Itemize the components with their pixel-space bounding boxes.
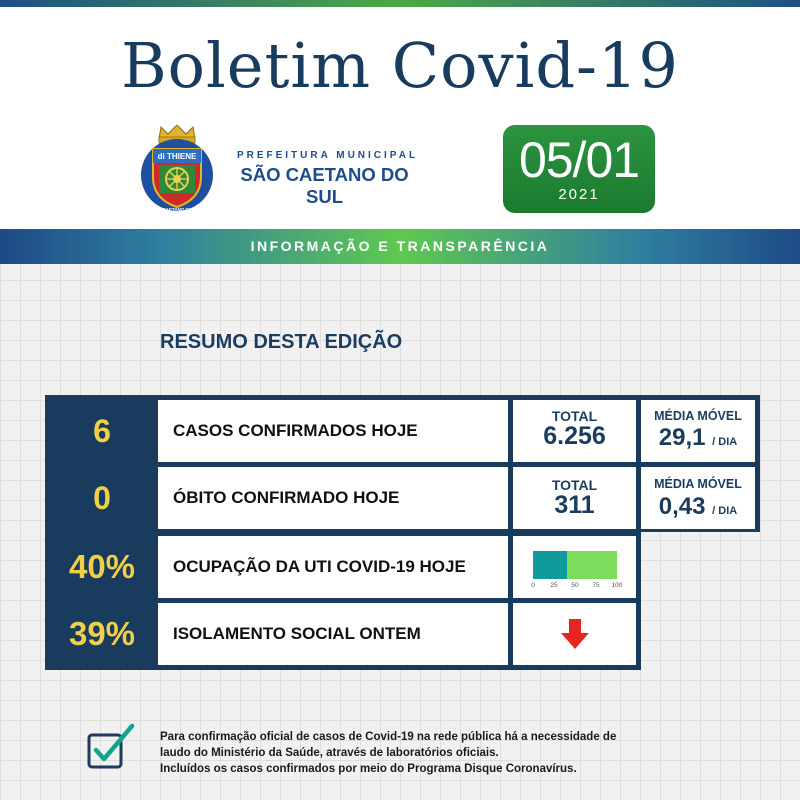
social-isolation-label: ISOLAMENTO SOCIAL ONTEM xyxy=(158,603,508,665)
info-banner: INFORMAÇÃO E TRANSPARÊNCIA xyxy=(0,229,800,264)
footnote-line-3: Incluídos os casos confirmados por meio … xyxy=(160,763,577,775)
cases-moving-average-value-line: 29,1 / DIA xyxy=(641,424,755,452)
deaths-total: TOTAL 311 xyxy=(513,467,636,529)
cases-moving-average-label: MÉDIA MÓVEL xyxy=(654,409,742,423)
top-accent-bar xyxy=(0,0,800,7)
city-crest-logo: di THIENE SÃO CAETANO DO SUL xyxy=(141,125,213,212)
icu-bar-tick-label: 100 xyxy=(611,582,623,589)
crest-banner-text: di THIENE xyxy=(158,152,197,161)
date-badge: 05/01 2021 xyxy=(503,125,655,213)
deaths-total-value: 311 xyxy=(554,491,595,519)
cases-moving-average-unit: / DIA xyxy=(712,436,738,448)
deaths-total-label: TOTAL xyxy=(551,477,598,493)
icu-bar-tick-label: 25 xyxy=(550,582,558,589)
date-year: 2021 xyxy=(558,186,600,203)
crest-ring-text: SÃO CAETANO DO SUL xyxy=(151,206,202,212)
icu-bar-tick-label: 0 xyxy=(531,582,535,589)
cases-moving-average-value: 29,1 xyxy=(658,424,706,451)
deaths-moving-average-value-line: 0,43 / DIA xyxy=(641,493,755,521)
section-title: RESUMO DESTA EDIÇÃO xyxy=(160,331,403,353)
deaths-moving-average-label: MÉDIA MÓVEL xyxy=(654,477,742,491)
icu-occupancy-value: 40% xyxy=(68,548,136,585)
checkbox-check-icon xyxy=(87,723,135,769)
down-arrow-icon xyxy=(561,619,589,649)
icu-bar-tick-label: 50 xyxy=(571,582,579,589)
deaths-today-value: 0 xyxy=(93,480,111,516)
deaths-moving-average-value: 0,43 xyxy=(658,493,706,520)
icu-occupied-segment xyxy=(533,551,567,579)
icu-free-segment xyxy=(566,551,617,579)
footnote-line-1: Para confirmação oficial de casos de Cov… xyxy=(160,731,617,743)
deaths-today-label: ÓBITO CONFIRMADO HOJE xyxy=(158,467,508,529)
cases-moving-average: MÉDIA MÓVEL 29,1 / DIA xyxy=(641,400,755,462)
social-isolation-trend xyxy=(513,603,636,665)
cases-total-label: TOTAL xyxy=(551,408,598,424)
cases-total-value: 6.256 xyxy=(543,422,606,450)
prefeitura-label: PREFEITURA MUNICIPAL xyxy=(236,150,419,161)
cases-today-label: CASOS CONFIRMADOS HOJE xyxy=(158,400,508,462)
cases-total: TOTAL 6.256 xyxy=(513,400,636,462)
icu-bar-tick-label: 75 xyxy=(592,582,600,589)
page-title: Boletim Covid-19 xyxy=(121,29,679,102)
footnote-line-2: laudo do Ministério da Saúde, através de… xyxy=(160,747,499,759)
city-name: SÃO CAETANO DO SUL xyxy=(240,164,409,207)
icu-occupancy-label: OCUPAÇÃO DA UTI COVID-19 HOJE xyxy=(158,536,508,598)
cases-today-value: 6 xyxy=(93,413,111,449)
date-day-month: 05/01 xyxy=(518,132,640,188)
icu-occupancy-bar: 0 25 50 75 100 xyxy=(513,536,636,598)
social-isolation-value: 39% xyxy=(68,615,136,652)
deaths-moving-average-unit: / DIA xyxy=(712,505,738,517)
deaths-moving-average: MÉDIA MÓVEL 0,43 / DIA xyxy=(641,467,755,529)
header: Boletim Covid-19 di THIENE SÃO CAETANO D… xyxy=(0,7,800,229)
